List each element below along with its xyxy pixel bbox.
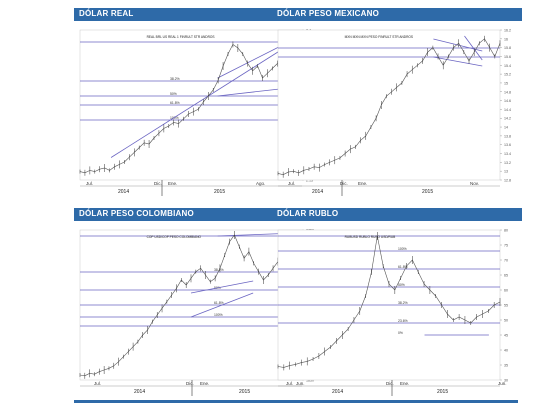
x-year-label: 2015 — [437, 389, 448, 395]
chart-rublo: 80 75 70 65 60 55 50 45 40 35 30 100% 61.8% 50% 38.2% 2… — [277, 229, 508, 396]
y-tick-label: 14.4 — [504, 108, 511, 112]
chart-panel-peso-colombiano: DÓLAR PESO COLOMBIANO 275027002650260025… — [74, 208, 324, 398]
x-year-label: 2015 — [422, 189, 433, 195]
trend-line — [464, 35, 483, 61]
chart-annotation: MXN MXN MXN PESO FINRULT STR ANDROS — [345, 35, 413, 39]
x-year-label: 2014 — [312, 189, 323, 195]
y-tick-label: 50 — [504, 319, 508, 323]
fib-level-label: 100% — [214, 313, 223, 317]
y-tick-label: 13 — [504, 170, 508, 174]
x-month-label: Nov. — [470, 181, 479, 186]
x-month-label: Jul. — [86, 181, 93, 186]
y-tick-label: 2.15 — [306, 179, 313, 183]
x-year-label: 2015 — [239, 389, 250, 395]
x-month-label: Ene. — [168, 181, 177, 186]
fib-level-label: 23.6% — [398, 319, 408, 323]
x-month-label: Jun. — [498, 381, 507, 386]
fib-level-label: 61.8% — [170, 101, 180, 105]
x-year-label: 2014 — [134, 389, 145, 395]
y-tick-label: 16.2 — [504, 29, 511, 33]
y-tick-label: 16 — [504, 37, 508, 41]
x-month-label: Ene. — [358, 181, 367, 186]
chart-panel-rublo: DÓLAR RUBLO 80 75 70 65 60 55 50 45 40 35 30 100% 61… — [272, 208, 522, 398]
y-tick-label: 14.2 — [504, 117, 511, 121]
y-tick-label: 35 — [504, 364, 508, 368]
chart-annotation: REAL BRL US REAL 1 FINRULT STR ANDROS — [147, 35, 215, 39]
x-year-label: 2014 — [118, 189, 129, 195]
fib-level-label: 38.2% — [214, 268, 224, 272]
y-tick-label: 55 — [504, 304, 508, 308]
y-tick-label: 40 — [504, 349, 508, 353]
price-line — [277, 38, 501, 176]
x-month-label: Dic. — [186, 381, 194, 386]
chart-annotation: RUBUSD RUBLO RUSO USD/RUB — [345, 235, 396, 239]
x-month-label: Dic. — [340, 181, 348, 186]
panel-header: DÓLAR PESO COLOMBIANO — [74, 208, 324, 221]
y-tick-label: 15.6 — [504, 55, 511, 59]
chart-peso-colombiano: 2750270026502600255025002450240023502300… — [79, 229, 314, 396]
x-month-label: Ene. — [400, 381, 409, 386]
x-month-label: Ene. — [200, 381, 209, 386]
chart-annotation: COP USD/COP PESO COLOMBIANO — [147, 235, 202, 239]
panel-title: DÓLAR REAL — [79, 9, 134, 18]
y-tick-label: 65 — [504, 274, 508, 278]
plot-area — [277, 29, 501, 181]
x-month-label: Jul. — [94, 381, 101, 386]
y-tick-label: 14.8 — [504, 90, 511, 94]
panel-title: DÓLAR PESO COLOMBIANO — [79, 209, 194, 218]
fib-level-label: 50% — [398, 283, 405, 287]
x-month-label: Dic. — [386, 381, 394, 386]
x-month-label: Dic. — [154, 181, 162, 186]
chart-panel-peso-mexicano: DÓLAR PESO MEXICANO 16.2 16 15.8 15.6 15.4 15… — [272, 8, 522, 198]
panel-header: DÓLAR RUBLO — [272, 208, 522, 221]
y-tick-label: 13.4 — [504, 152, 511, 156]
x-year-label: 2015 — [214, 189, 225, 195]
chart-panel-real: DÓLAR REAL 3.43.353.33.253.23.153.13.053… — [74, 8, 324, 198]
x-month-label: Jun. — [296, 381, 305, 386]
y-tick-label: 30 — [504, 379, 508, 383]
panel-title: DÓLAR RUBLO — [277, 209, 339, 218]
x-month-label: Jul. — [286, 381, 293, 386]
bottom-rule — [74, 400, 518, 403]
y-tick-label: 14.6 — [504, 99, 511, 103]
y-tick-label: 75 — [504, 244, 508, 248]
chart-real: 3.43.353.33.253.23.153.13.053.02.952.92.… — [79, 29, 313, 196]
y-tick-label: 60 — [504, 289, 508, 293]
fib-level-label: 50% — [170, 92, 177, 96]
fib-level-label: 61.8% — [214, 301, 224, 305]
panel-header: DÓLAR REAL — [74, 8, 324, 21]
y-tick-label: 80 — [504, 229, 508, 233]
x-month-label: Ago. — [256, 181, 265, 186]
trend-line — [190, 280, 254, 294]
y-tick-label: 15 — [504, 81, 508, 85]
trend-line — [433, 56, 483, 67]
y-tick-label: 15.2 — [504, 73, 511, 77]
y-tick-label: 70 — [504, 259, 508, 263]
y-tick-label: 12.8 — [504, 179, 511, 183]
trend-line — [190, 292, 254, 318]
y-tick-label: 14 — [504, 126, 508, 130]
fib-level-label: 100% — [398, 247, 407, 251]
y-tick-label: 15.4 — [504, 64, 511, 68]
y-tick-label: 45 — [504, 334, 508, 338]
y-tick-label: 13.8 — [504, 134, 511, 138]
fib-level-label: 61.8% — [398, 265, 408, 269]
x-month-label: Jul. — [288, 181, 295, 186]
y-tick-label: 13.2 — [504, 161, 511, 165]
y-tick-label: 1850 — [306, 379, 314, 383]
y-tick-label: 13.6 — [504, 143, 511, 147]
fib-level-label: 38.2% — [398, 301, 408, 305]
y-tick-label: 15.8 — [504, 46, 511, 50]
fib-level-label: 0% — [398, 331, 403, 335]
panel-title: DÓLAR PESO MEXICANO — [277, 9, 380, 18]
price-line — [79, 43, 303, 174]
panel-header: DÓLAR PESO MEXICANO — [272, 8, 522, 21]
fib-level-label: 100% — [170, 116, 179, 120]
chart-peso-mexicano: 16.2 16 15.8 15.6 15.4 15.2 15 14.8 14.6 14.4 14.2… — [277, 29, 511, 196]
x-year-label: 2014 — [332, 389, 343, 395]
trend-line — [110, 47, 285, 158]
fib-level-label: 38.2% — [170, 77, 180, 81]
